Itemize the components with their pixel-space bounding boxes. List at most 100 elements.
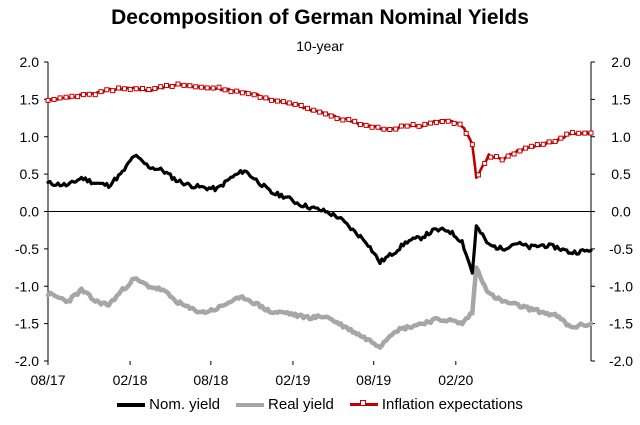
y-tick-label-left: 1.0 — [20, 129, 40, 145]
y-tick-label-right: 2.0 — [611, 54, 631, 70]
series-marker-inflation — [80, 92, 86, 98]
series-marker-inflation — [127, 86, 133, 92]
series-marker-inflation — [511, 151, 517, 157]
y-tick-label-right: -1.5 — [609, 316, 633, 332]
series-marker-inflation — [57, 95, 63, 101]
y-tick-label-left: -1.5 — [15, 316, 39, 332]
series-marker-inflation — [158, 84, 164, 90]
x-tick-label: 08/18 — [193, 372, 228, 388]
series-marker-inflation — [546, 139, 552, 145]
series-marker-inflation — [451, 120, 457, 126]
series-marker-inflation — [210, 85, 216, 91]
series-marker-inflation — [274, 98, 280, 104]
series-marker-inflation — [198, 84, 204, 90]
series-marker-inflation — [340, 117, 346, 123]
series-marker-inflation — [216, 84, 222, 90]
series-marker-inflation — [86, 91, 92, 97]
series-marker-inflation — [369, 124, 375, 130]
y-tick-label-right: 1.5 — [611, 91, 631, 107]
y-tick-label-right: -2.0 — [609, 353, 633, 369]
series-marker-inflation — [363, 122, 369, 128]
series-marker-inflation — [422, 121, 428, 127]
series-marker-inflation — [311, 107, 317, 113]
series-marker-inflation — [570, 130, 576, 136]
series-line-real-yield — [45, 265, 594, 350]
legend-item-nom-yield: Nom. yield — [117, 396, 220, 413]
series-marker-inflation — [133, 86, 139, 92]
series-marker-inflation — [317, 109, 323, 115]
series-marker-inflation — [445, 118, 451, 124]
series-marker-inflation — [251, 92, 257, 98]
series-marker-inflation — [564, 131, 570, 137]
y-tick-label-left: -2.0 — [15, 353, 39, 369]
series-marker-inflation — [433, 119, 439, 125]
series-marker-inflation — [146, 87, 152, 93]
series-marker-inflation — [169, 83, 175, 89]
series-marker-inflation — [292, 101, 298, 107]
series-marker-inflation — [163, 82, 169, 88]
chart-title: Decomposition of German Nominal Yields — [111, 6, 529, 29]
legend-marker-inflation — [359, 400, 366, 406]
legend-swatch-nom-yield — [117, 402, 146, 407]
series-marker-inflation — [222, 87, 228, 93]
y-tick-label-right: -1.0 — [609, 278, 633, 294]
series-marker-inflation — [193, 84, 199, 90]
series-marker-inflation — [245, 91, 251, 97]
series-marker-inflation — [269, 97, 275, 103]
series-marker-inflation — [45, 97, 51, 103]
series-marker-inflation — [92, 92, 98, 98]
series-marker-inflation — [482, 160, 488, 166]
series-marker-inflation — [63, 94, 69, 100]
y-tick-label-left: 0.5 — [20, 166, 40, 182]
series-marker-inflation — [140, 85, 146, 91]
x-tick-label: 02/20 — [438, 372, 473, 388]
series-marker-inflation — [457, 121, 463, 127]
series-marker-inflation — [110, 88, 116, 94]
series-marker-inflation — [393, 126, 399, 132]
series-marker-inflation — [298, 102, 304, 108]
series-marker-inflation — [263, 95, 269, 101]
series-marker-inflation — [187, 83, 193, 89]
series-marker-inflation — [582, 130, 588, 136]
series-marker-inflation — [410, 121, 416, 127]
series-marker-inflation — [334, 116, 340, 122]
series-marker-inflation — [69, 93, 75, 99]
series-marker-inflation — [398, 123, 404, 129]
series-marker-inflation — [463, 130, 469, 136]
legend-item-inflation: Inflation expectations — [349, 396, 523, 413]
series-marker-inflation — [286, 100, 292, 106]
y-tick-label-right: 0.0 — [611, 204, 631, 220]
x-tick-label: 02/18 — [113, 372, 148, 388]
series-marker-inflation — [305, 105, 311, 111]
series-marker-inflation — [204, 85, 210, 91]
series-marker-inflation — [523, 145, 529, 151]
y-tick-label-right: 1.0 — [611, 129, 631, 145]
series-marker-inflation — [234, 88, 240, 94]
series-marker-inflation — [540, 141, 546, 147]
series-marker-inflation — [381, 126, 387, 132]
series-marker-inflation — [588, 130, 594, 136]
series-marker-inflation — [116, 85, 122, 91]
series-marker-inflation — [428, 120, 434, 126]
series-marker-inflation — [558, 135, 564, 141]
series-marker-inflation — [104, 87, 110, 93]
series-marker-inflation — [499, 157, 505, 163]
series-marker-inflation — [280, 99, 286, 105]
y-tick-label-left: 0.0 — [20, 204, 40, 220]
x-tick-label: 08/19 — [356, 372, 391, 388]
legend-label-nom-yield: Nom. yield — [149, 396, 221, 413]
legend-swatch-real-yield — [236, 402, 265, 407]
series-marker-inflation — [505, 153, 511, 159]
x-tick-label: 02/19 — [275, 372, 310, 388]
series-marker-inflation — [404, 123, 410, 129]
series-marker-inflation — [357, 122, 363, 128]
series-marker-inflation — [576, 130, 582, 136]
series-marker-inflation — [51, 96, 57, 102]
legend-label-real-yield: Real yield — [268, 396, 334, 413]
series-marker-inflation — [152, 86, 158, 92]
series-marker-inflation — [175, 81, 181, 87]
y-tick-label-left: 2.0 — [20, 54, 40, 70]
series-marker-inflation — [387, 126, 393, 132]
series-marker-inflation — [257, 94, 263, 100]
